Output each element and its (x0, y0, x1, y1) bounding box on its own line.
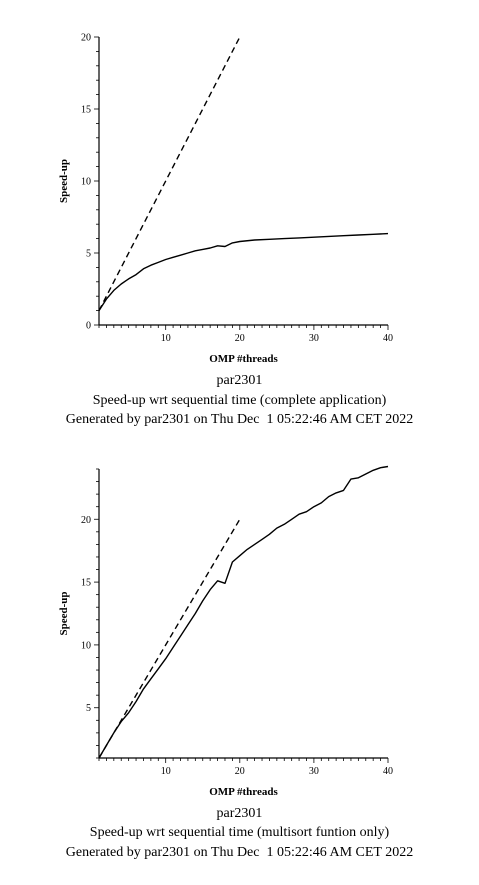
y-tick-label: 20 (81, 33, 91, 44)
chart-title: par2301 (217, 806, 263, 821)
chart-title: par2301 (217, 373, 263, 388)
x-tick-label: 40 (383, 333, 393, 344)
y-tick-label: 15 (81, 105, 91, 116)
y-tick-label: 10 (81, 177, 91, 188)
measured-speedup-line (99, 234, 388, 311)
x-tick-label: 10 (161, 333, 171, 344)
y-axis-title: Speed-up (58, 159, 70, 203)
measured-speedup-line (99, 467, 388, 759)
x-tick-label: 20 (235, 766, 245, 777)
x-tick-label: 10 (161, 766, 171, 777)
x-tick-label: 40 (383, 766, 393, 777)
chart-caption: Generated by par2301 on Thu Dec 1 05:22:… (66, 412, 413, 427)
x-tick-label: 20 (235, 333, 245, 344)
y-tick-label: 0 (86, 321, 91, 332)
x-axis-title: OMP #threads (209, 353, 278, 365)
chart-subtitle: Speed-up wrt sequential time (multisort … (90, 825, 390, 840)
x-tick-label: 30 (309, 766, 319, 777)
x-tick-label: 30 (309, 333, 319, 344)
chart-caption: Generated by par2301 on Thu Dec 1 05:22:… (66, 845, 413, 860)
chart-subtitle: Speed-up wrt sequential time (complete a… (93, 393, 387, 408)
y-tick-label: 15 (81, 578, 91, 589)
y-tick-label: 20 (81, 515, 91, 526)
y-tick-label: 5 (86, 249, 91, 260)
y-tick-label: 10 (81, 640, 91, 651)
ideal-speedup-line (99, 37, 240, 311)
y-tick-label: 5 (86, 703, 91, 714)
x-axis-title: OMP #threads (209, 786, 278, 798)
chart-panel-1: 0 5 10 15 20 10 20 30 40 OMP #threads Speed-up par2… (58, 33, 413, 428)
y-axis-title: Speed-up (58, 591, 70, 635)
chart-panel-2: 5 10 15 20 10 20 30 40 OMP #threads Speed-up par23… (58, 467, 413, 861)
